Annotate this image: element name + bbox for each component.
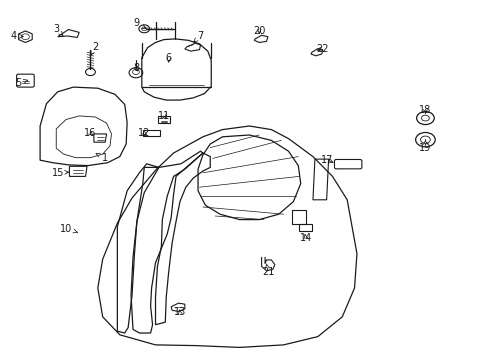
Text: 13: 13 xyxy=(173,307,186,318)
Text: 11: 11 xyxy=(157,111,170,121)
Text: 14: 14 xyxy=(299,233,311,243)
Text: 18: 18 xyxy=(418,105,431,115)
Text: 12: 12 xyxy=(138,128,150,138)
Text: 7: 7 xyxy=(193,31,203,42)
Text: 15: 15 xyxy=(51,168,68,178)
Text: 10: 10 xyxy=(60,224,78,234)
Text: 8: 8 xyxy=(133,63,139,73)
Text: 2: 2 xyxy=(91,42,98,55)
Text: 16: 16 xyxy=(84,128,97,138)
Text: 21: 21 xyxy=(261,264,274,277)
Text: 6: 6 xyxy=(165,53,171,63)
Text: 22: 22 xyxy=(316,44,328,54)
Text: 4: 4 xyxy=(11,31,23,41)
Text: 3: 3 xyxy=(53,24,63,35)
Text: 19: 19 xyxy=(418,140,431,153)
Text: 9: 9 xyxy=(133,18,145,28)
Text: 5: 5 xyxy=(16,78,27,88)
Text: 17: 17 xyxy=(321,155,333,165)
Text: 20: 20 xyxy=(252,26,265,36)
Text: 1: 1 xyxy=(96,153,108,163)
